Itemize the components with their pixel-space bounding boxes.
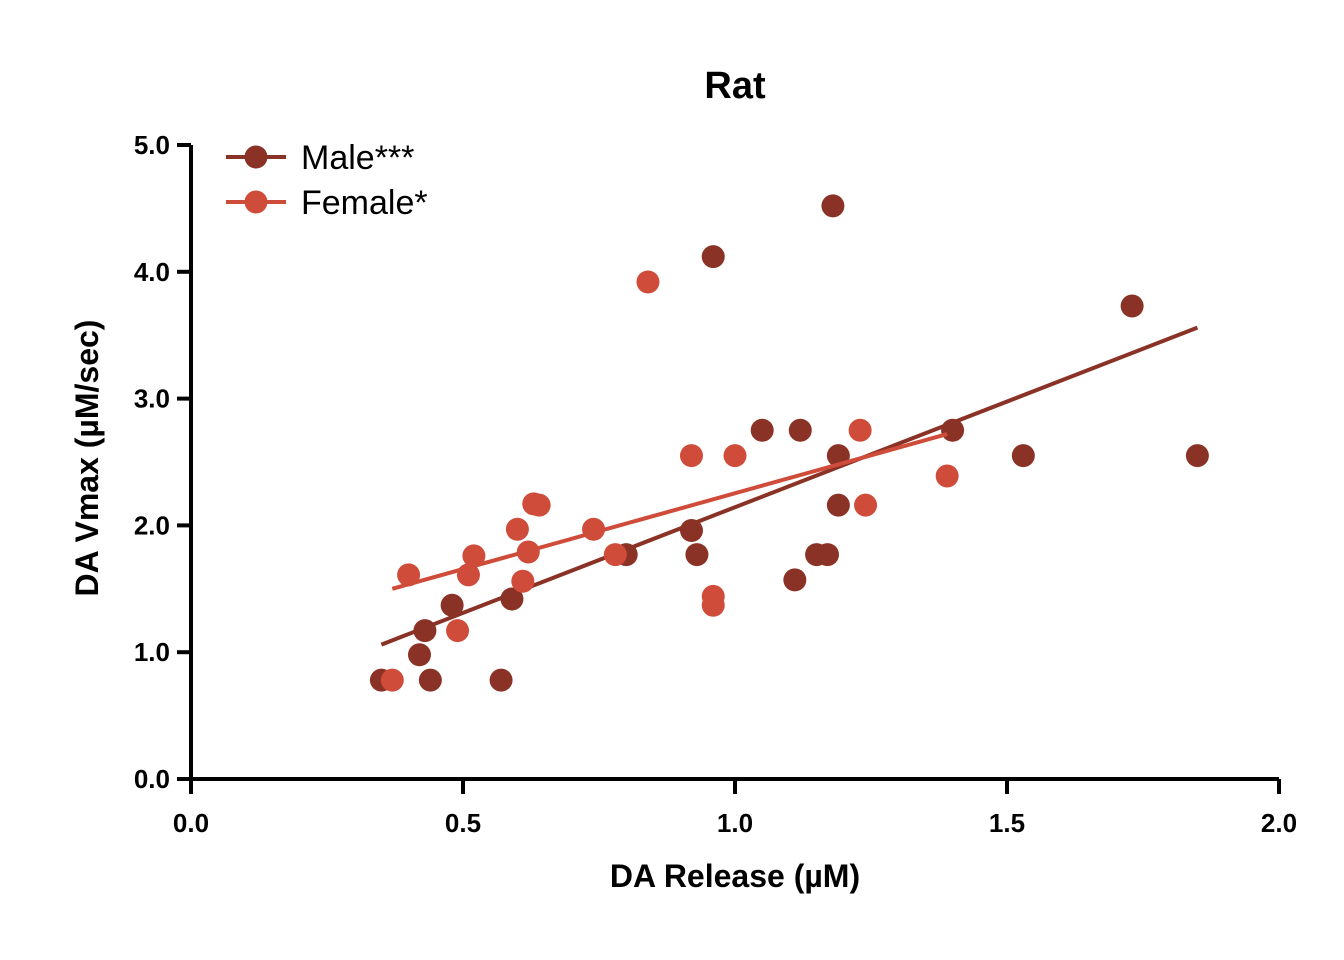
data-point [440, 593, 464, 617]
data-point [500, 587, 524, 611]
x-axis-title: DA Release (µM) [610, 858, 860, 894]
y-tick-label: 4.0 [134, 257, 170, 287]
legend-item: Male*** [226, 139, 414, 177]
legend-label: Female* [301, 184, 428, 222]
data-point [603, 543, 627, 567]
data-point [380, 668, 404, 692]
y-tick-label: 3.0 [134, 384, 170, 414]
y-tick-label: 1.0 [134, 637, 170, 667]
data-point [821, 194, 845, 218]
chart-title: Rat [704, 65, 766, 107]
data-point [685, 543, 709, 567]
data-point [941, 418, 965, 442]
y-tick-label: 5.0 [134, 130, 170, 160]
data-point [826, 493, 850, 517]
y-tick-label: 0.0 [134, 764, 170, 794]
data-point [489, 668, 513, 692]
data-point [462, 544, 486, 568]
x-axis-ticks: 0.0 0.5 1.0 1.5 2.0 [173, 779, 1297, 838]
legend-marker [244, 145, 268, 169]
data-point [783, 568, 807, 592]
legend-label: Male*** [301, 139, 414, 177]
series-0 [369, 194, 1209, 692]
data-point [1011, 444, 1035, 468]
data-point [679, 518, 703, 542]
data-point [456, 563, 480, 587]
legend-marker [244, 190, 268, 214]
x-tick-label: 1.0 [717, 808, 753, 838]
plot-area [369, 194, 1209, 692]
data-point [636, 270, 660, 294]
y-axis-title: DA Vmax (µM/sec) [69, 320, 105, 597]
x-tick-label: 2.0 [1261, 808, 1297, 838]
data-point [511, 569, 535, 593]
data-point [679, 444, 703, 468]
data-point [1185, 444, 1209, 468]
data-point [446, 619, 470, 643]
data-point [418, 668, 442, 692]
data-point [701, 245, 725, 269]
data-point [701, 593, 725, 617]
data-point [854, 493, 878, 517]
data-point [505, 517, 529, 541]
data-point [582, 517, 606, 541]
data-point [788, 418, 812, 442]
data-point [848, 418, 872, 442]
x-tick-label: 0.5 [445, 808, 481, 838]
legend: Male*** Female* [226, 139, 428, 222]
legend-item: Female* [226, 184, 428, 222]
data-point [750, 418, 774, 442]
data-point [407, 643, 431, 667]
data-point [413, 619, 437, 643]
series-1 [380, 270, 959, 692]
data-point [397, 563, 421, 587]
data-point [723, 444, 747, 468]
data-point [1120, 294, 1144, 318]
data-point [516, 540, 540, 564]
y-axis-ticks: 0.0 1.0 2.0 3.0 4.0 5.0 [134, 130, 191, 794]
data-point [815, 543, 839, 567]
x-tick-label: 1.5 [989, 808, 1025, 838]
x-tick-label: 0.0 [173, 808, 209, 838]
data-point [935, 464, 959, 488]
regression-line [391, 432, 948, 591]
data-point [527, 493, 551, 517]
y-tick-label: 2.0 [134, 510, 170, 540]
